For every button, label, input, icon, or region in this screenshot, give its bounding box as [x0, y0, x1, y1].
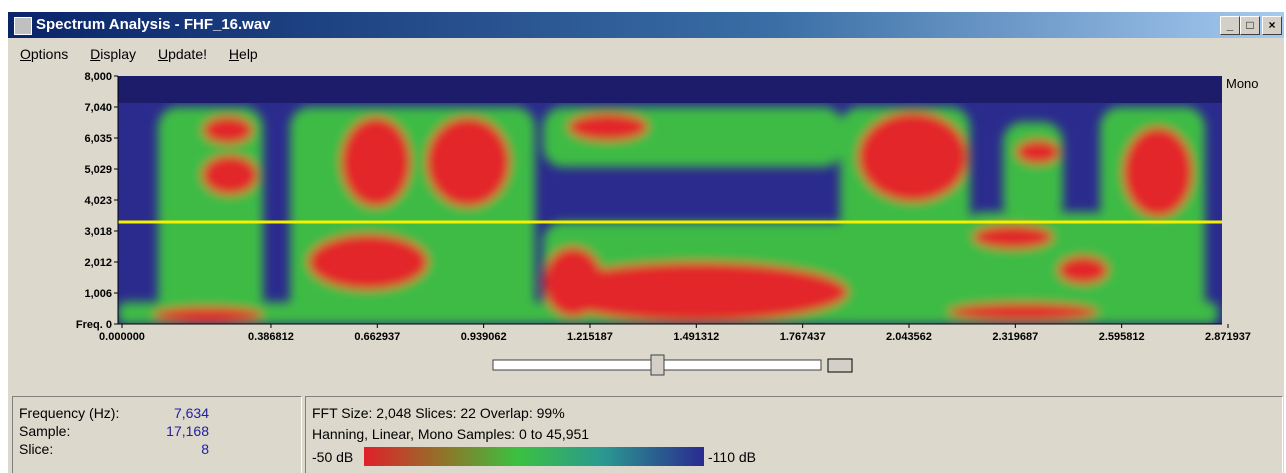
y-tick-label: Freq. 0 [76, 319, 112, 331]
x-tick-label: 2.871937 [1205, 331, 1251, 343]
spectrogram-blob [1016, 140, 1060, 164]
x-tick-label: 1.491312 [673, 331, 719, 343]
info-value: 8 [201, 441, 209, 459]
spectrogram-view: Mono 8,000 7,040 6,035 5,029 4,023 3,018 2,012… [8, 12, 1284, 384]
y-tick-label: 4,023 [84, 195, 112, 207]
spectrogram-blob [973, 225, 1053, 249]
info-row: Frequency (Hz): 7,634 [19, 405, 209, 423]
y-tick-label: 1,006 [84, 288, 112, 300]
fft-settings: FFT Size: 2,048 Slices: 22 Overlap: 99% [312, 405, 565, 421]
spectrogram-blob [308, 234, 428, 290]
spectrogram-blob [202, 155, 258, 195]
channel-label: Mono [1226, 76, 1259, 91]
spectrogram-blob [426, 117, 510, 207]
spectrogram-blob [153, 307, 263, 323]
spectrogram-blob [858, 112, 968, 202]
info-label: Slice: [19, 441, 53, 459]
window-settings: Hanning, Linear, Mono Samples: 0 to 45,9… [312, 426, 589, 442]
spectrogram-blob [341, 117, 411, 207]
info-value: 17,168 [166, 423, 209, 441]
x-tick-label: 0.386812 [248, 331, 294, 343]
scale-high: -50 dB [312, 449, 353, 465]
x-tick-label: 0.000000 [99, 331, 145, 343]
spectrogram-blob [1058, 256, 1108, 284]
zoom-buttons[interactable] [828, 359, 852, 372]
x-tick-label: 2.043562 [886, 331, 932, 343]
spectrogram-blob [543, 247, 603, 317]
x-tick-label: 2.595812 [1099, 331, 1145, 343]
info-row: Sample: 17,168 [19, 423, 209, 441]
info-label: Frequency (Hz): [19, 405, 119, 423]
page: Spectrum Analysis - FHF_16.wav _ □ × Opt… [0, 0, 1286, 473]
color-scale [364, 447, 704, 466]
y-ticks: 8,000 7,040 6,035 5,029 4,023 3,018 2,012 1,006… [76, 71, 118, 331]
x-tick-label: 0.662937 [354, 331, 400, 343]
spectrogram-blob [1003, 122, 1063, 222]
y-tick-label: 8,000 [84, 71, 112, 83]
settings-panel: FFT Size: 2,048 Slices: 22 Overlap: 99% … [305, 396, 1283, 473]
spectrogram-blob [568, 113, 648, 141]
info-panel: Frequency (Hz): 7,634 Sample: 17,168 Slice: 8 [12, 396, 302, 473]
x-ticks: 0.000000 0.386812 0.662937 0.939062 1.215187… [99, 324, 1251, 343]
y-tick-label: 2,012 [84, 257, 112, 269]
window: Spectrum Analysis - FHF_16.wav _ □ × Opt… [8, 12, 1284, 473]
x-tick-label: 0.939062 [461, 331, 507, 343]
plot-top-band [118, 76, 1222, 103]
info-rows: Frequency (Hz): 7,634 Sample: 17,168 Slice: 8 [19, 405, 209, 459]
info-row: Slice: 8 [19, 441, 209, 459]
x-tick-label: 2.319687 [992, 331, 1038, 343]
x-tick-label: 1.767437 [780, 331, 826, 343]
y-tick-label: 7,040 [84, 102, 112, 114]
scrollbar-thumb[interactable] [651, 355, 664, 375]
y-tick-label: 6,035 [84, 133, 112, 145]
y-tick-label: 3,018 [84, 226, 112, 238]
spectrogram-blob [948, 303, 1098, 321]
info-label: Sample: [19, 423, 70, 441]
spectrogram-blob [1123, 127, 1193, 217]
info-value: 7,634 [174, 405, 209, 423]
x-tick-label: 1.215187 [567, 331, 613, 343]
spectrogram-blob [203, 116, 253, 144]
scale-low: -110 dB [708, 449, 756, 465]
y-tick-label: 5,029 [84, 164, 112, 176]
